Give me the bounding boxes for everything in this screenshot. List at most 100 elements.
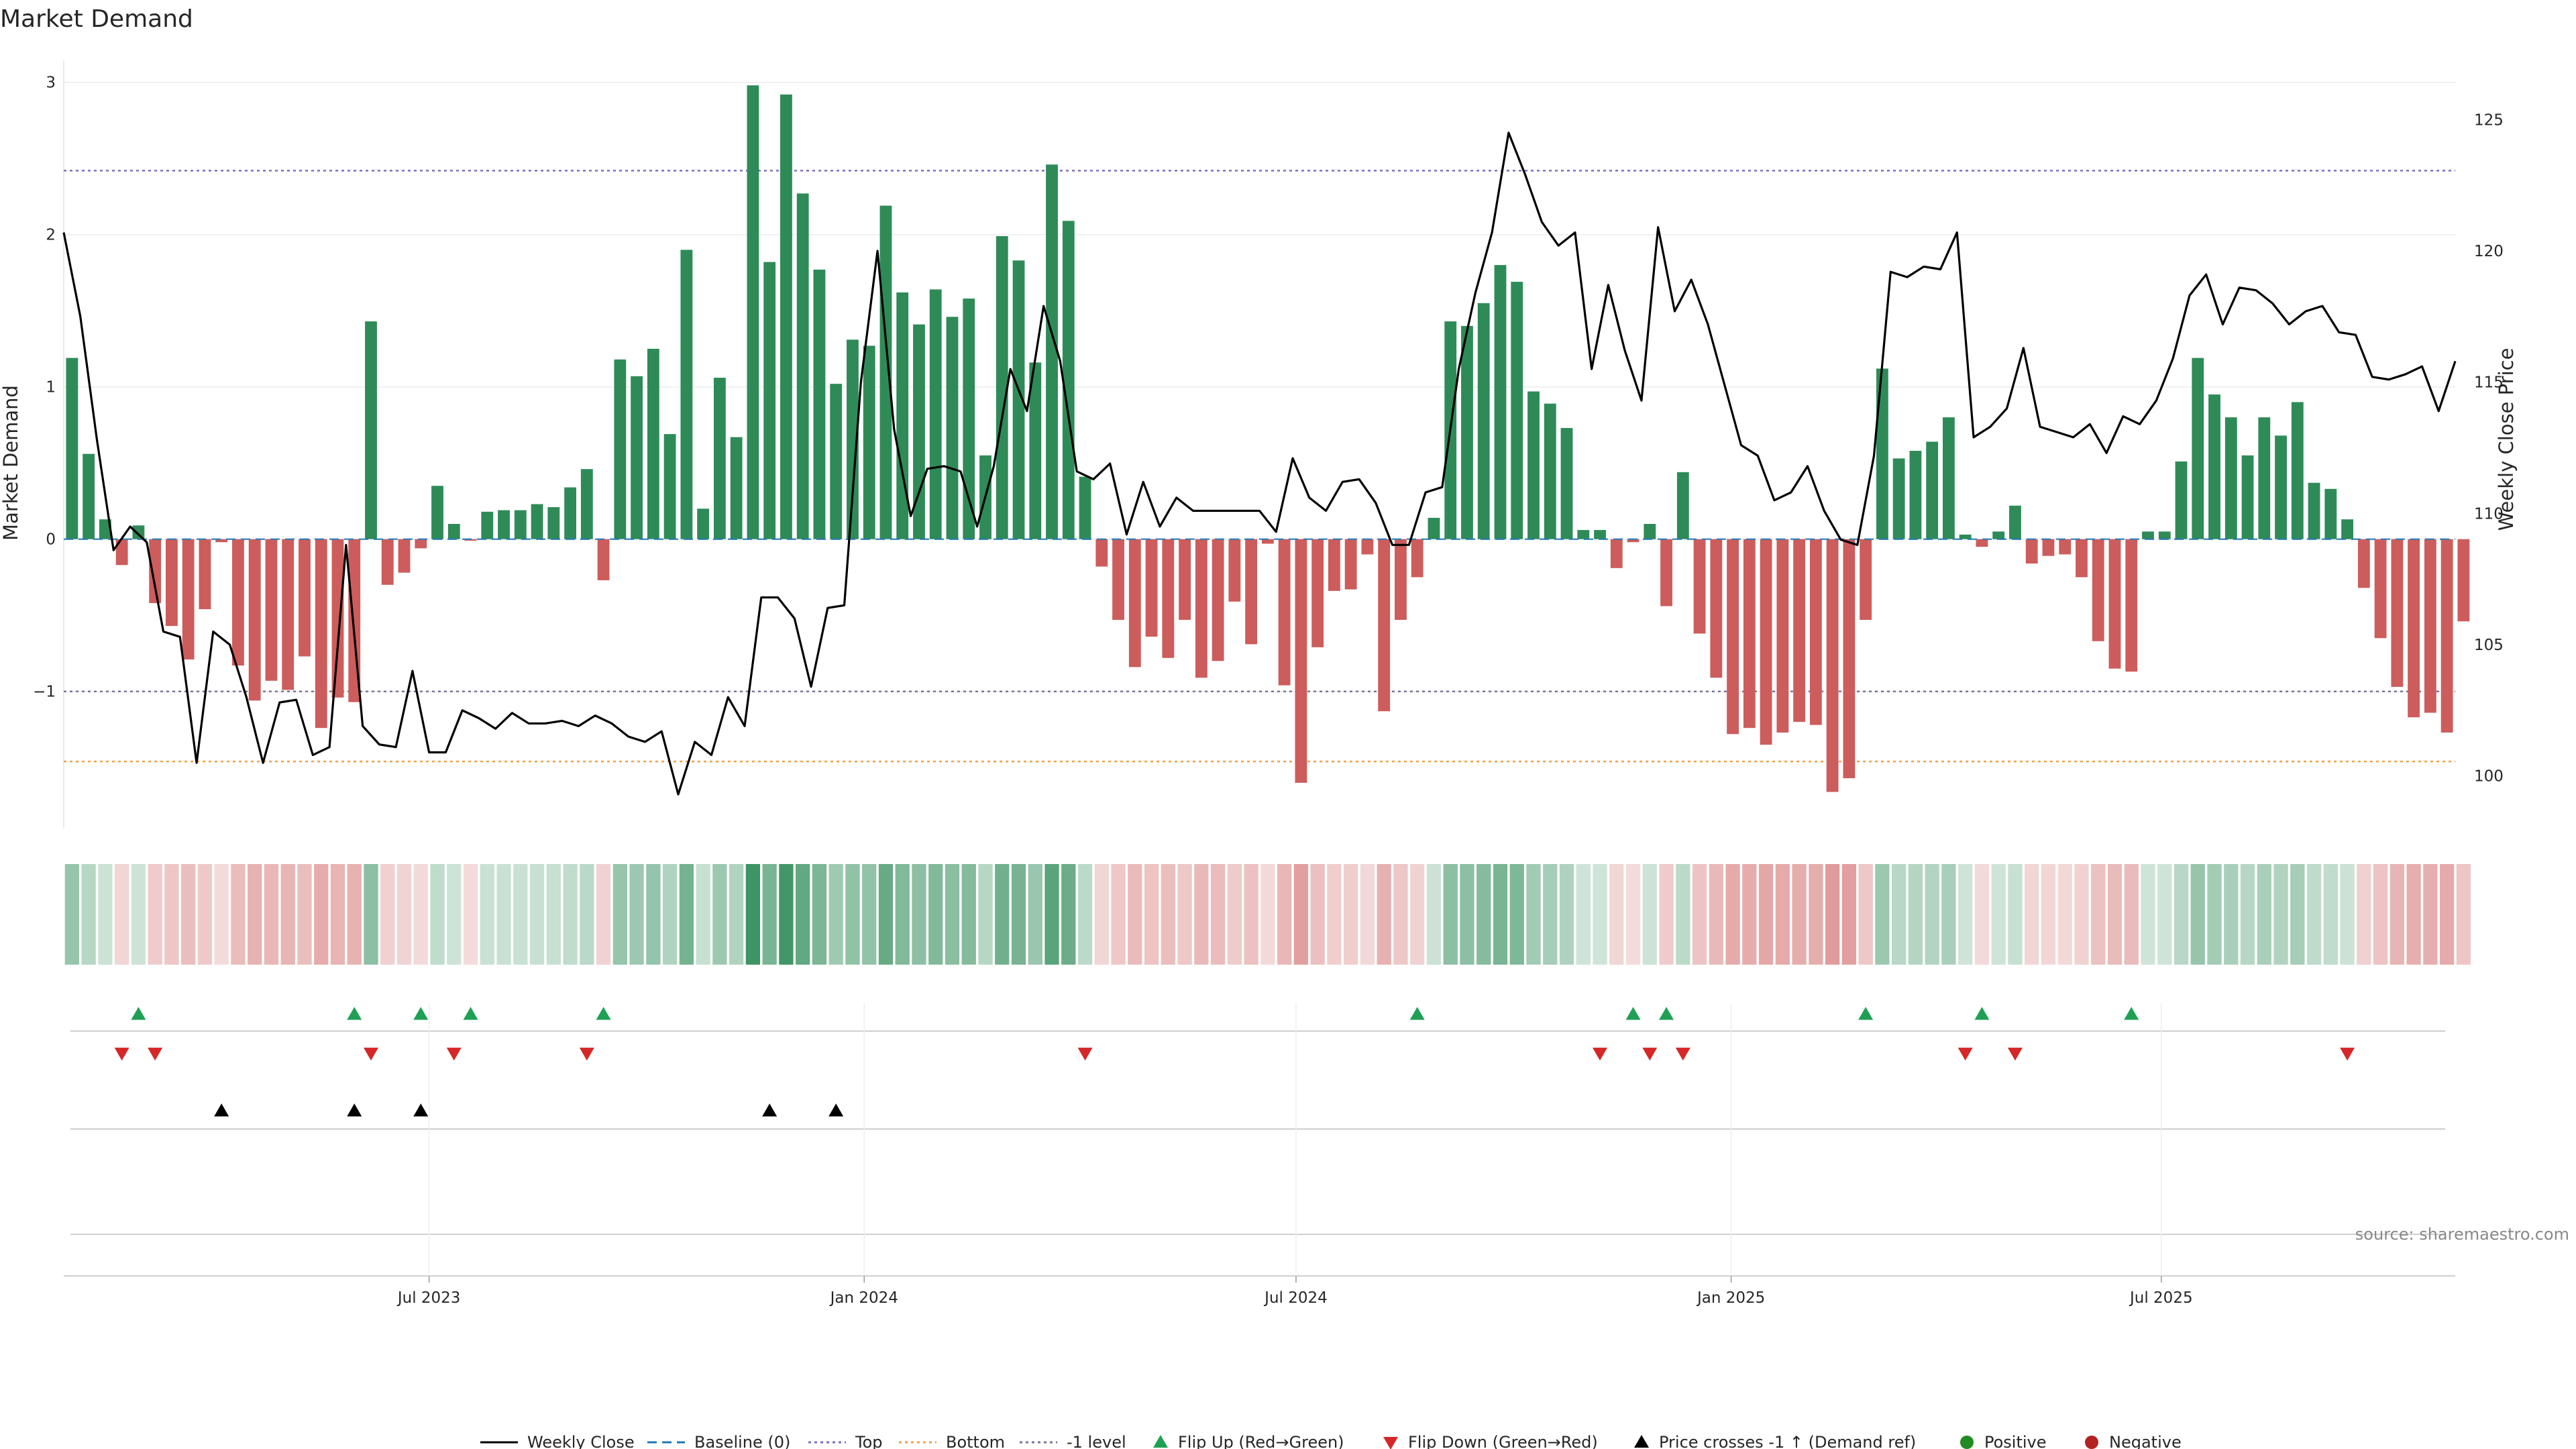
legend-label: Weekly Close xyxy=(527,1433,635,1449)
demand-bar xyxy=(946,317,959,539)
heat-cell xyxy=(1194,864,1209,965)
demand-bar xyxy=(299,539,311,657)
demand-bar xyxy=(132,525,145,539)
heat-cell xyxy=(2074,864,2089,965)
heat-cell xyxy=(1941,864,1956,965)
demand-bar xyxy=(2308,482,2320,539)
y-tick-label: 1 xyxy=(46,379,56,396)
heat-cell xyxy=(81,864,96,965)
heat-cell xyxy=(496,864,511,965)
flip-down-marker xyxy=(148,1047,163,1061)
demand-bar xyxy=(1693,539,1706,634)
heat-cell xyxy=(1443,864,1458,965)
y2-tick-labels: 100 105 110 115 120 125 xyxy=(2474,111,2504,785)
demand-bar xyxy=(1079,476,1091,539)
heat-cell xyxy=(264,864,279,965)
demand-bar xyxy=(1461,325,1473,539)
demand-bar xyxy=(1361,539,1374,555)
demand-bar xyxy=(796,193,809,539)
heat-cell xyxy=(148,864,162,965)
heat-cell xyxy=(1775,864,1790,965)
x-tick-label: Jul 2023 xyxy=(396,1289,461,1307)
demand-bar xyxy=(1511,282,1523,539)
heat-cell xyxy=(2439,864,2455,965)
demand-bar xyxy=(2025,539,2038,564)
price-cross-marker xyxy=(347,1104,362,1117)
demand-bar xyxy=(1843,539,1856,779)
flip-down-marker xyxy=(1675,1047,1690,1061)
heat-cell xyxy=(2290,864,2305,965)
heat-cell xyxy=(231,864,246,965)
weekly-close-line xyxy=(62,131,2457,796)
demand-bar xyxy=(863,345,875,539)
legend-swatch xyxy=(1960,1436,1974,1449)
flip-down-marker xyxy=(1957,1047,1973,1061)
demand-bar xyxy=(331,539,344,698)
demand-bar xyxy=(631,376,643,539)
heat-cell xyxy=(745,864,761,965)
y2-tick-label: 120 xyxy=(2474,243,2504,260)
demand-bar xyxy=(1860,539,1872,621)
flip-up-marker xyxy=(596,1007,611,1020)
heat-cell xyxy=(912,864,926,965)
heat-cell xyxy=(1011,864,1026,965)
heat-cell xyxy=(2423,864,2438,965)
demand-bar xyxy=(365,321,377,539)
x-tick-label: Jan 2024 xyxy=(829,1289,898,1307)
demand-bar xyxy=(963,299,975,539)
y2-tick-label: 105 xyxy=(2474,637,2504,654)
heat-cell xyxy=(2057,864,2072,965)
heat-cell xyxy=(1477,864,1491,965)
demand-bar xyxy=(115,539,128,566)
heat-cell xyxy=(2091,864,2106,965)
heat-cell xyxy=(364,864,378,965)
heat-cell xyxy=(2273,864,2288,965)
demand-bar xyxy=(381,539,394,585)
demand-bar xyxy=(99,519,111,539)
demand-bar xyxy=(1145,539,1158,637)
demand-bar xyxy=(1892,458,1905,539)
demand-bar xyxy=(929,289,942,539)
demand-bar xyxy=(1627,539,1640,543)
demand-bar xyxy=(1743,539,1756,729)
demand-bar xyxy=(2241,455,2254,539)
heat-cell xyxy=(679,864,694,965)
legend-label: Positive xyxy=(1984,1433,2047,1449)
demand-bar xyxy=(1062,221,1075,539)
heat-cell xyxy=(580,864,594,965)
demand-bar xyxy=(431,486,443,539)
heat-cell xyxy=(862,864,877,965)
demand-bar xyxy=(747,85,759,539)
legend-swatch xyxy=(1383,1437,1398,1449)
demand-bar xyxy=(1760,539,1772,745)
demand-bar xyxy=(1095,539,1108,567)
flip-down-marker xyxy=(2340,1047,2355,1061)
heat-cell xyxy=(1609,864,1624,965)
demand-bar xyxy=(813,269,826,539)
y2-tick-label: 110 xyxy=(2474,505,2504,523)
heat-cell xyxy=(961,864,976,965)
demand-bar xyxy=(265,539,278,681)
demand-bar xyxy=(1494,265,1507,539)
heat-cell xyxy=(463,864,478,965)
legend-label: Negative xyxy=(2109,1433,2182,1449)
heat-cell xyxy=(513,864,528,965)
demand-bar xyxy=(2092,539,2104,641)
demand-bar xyxy=(647,348,659,539)
flip-up-marker xyxy=(1409,1007,1425,1020)
flip-up-marker xyxy=(1659,1007,1674,1020)
flip-up-marker xyxy=(1625,1007,1641,1020)
flip-up-marker xyxy=(2124,1007,2139,1020)
heat-cell xyxy=(1593,864,1607,965)
heat-cell xyxy=(413,864,428,965)
heat-cell xyxy=(380,864,395,965)
heat-cell xyxy=(978,864,993,965)
heat-cell xyxy=(1161,864,1175,965)
heat-cell xyxy=(2340,864,2355,965)
demand-bar xyxy=(847,339,859,539)
demand-bar xyxy=(1909,451,1922,539)
demand-bar xyxy=(763,262,776,539)
demand-bar xyxy=(149,539,162,604)
heat-cell xyxy=(115,864,129,965)
